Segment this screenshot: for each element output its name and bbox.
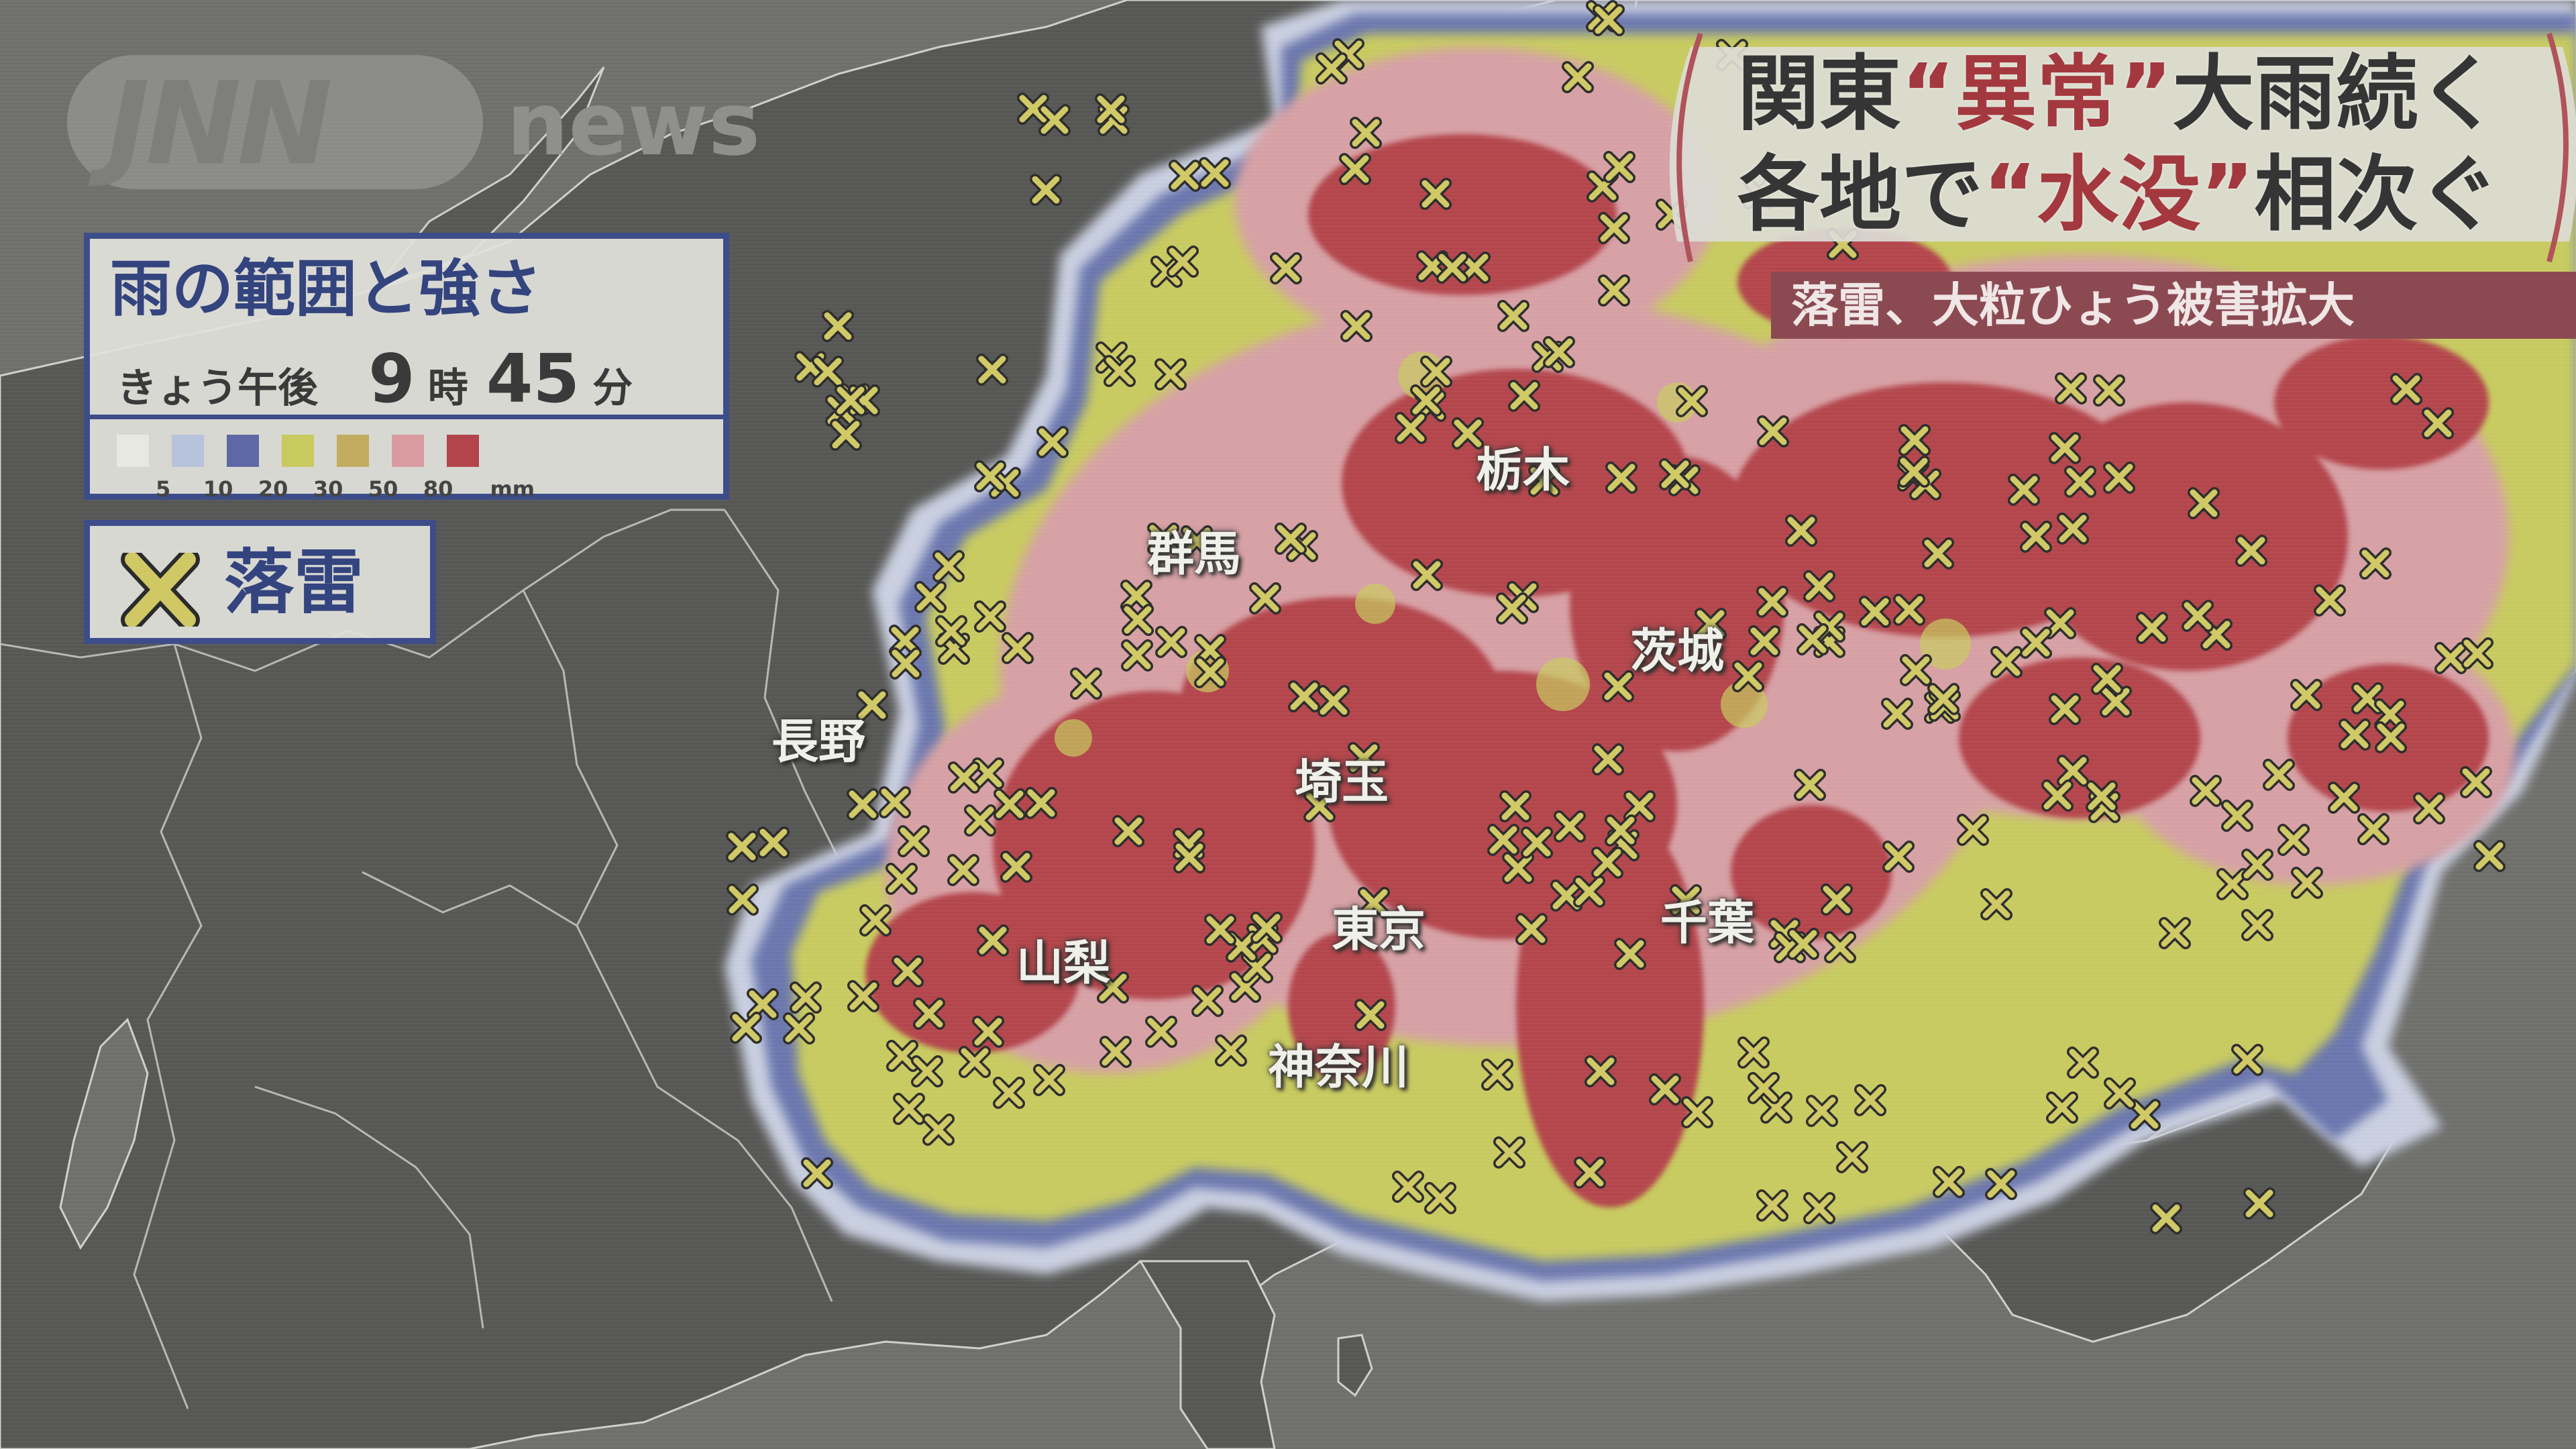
rain-scale-swatch	[227, 435, 259, 467]
lightning-x-icon	[121, 553, 200, 627]
headline-1c: 大雨続く	[2172, 46, 2500, 142]
rain-scale-label: 5	[155, 476, 171, 502]
label-gunma: 群馬	[1147, 526, 1241, 582]
rain-scale-swatch	[117, 435, 149, 467]
time-minute: 45	[486, 339, 580, 418]
headline-line-1: 関東“異常”大雨続く	[1737, 47, 2500, 141]
rain-scale-swatch	[282, 435, 314, 467]
jnn-news-logo: JNN news	[67, 47, 778, 201]
rain-scale-label: 10	[203, 476, 233, 502]
headline-frame	[1669, 32, 2576, 263]
time-hour: 9	[368, 339, 415, 418]
label-kanagawa: 神奈川	[1268, 1039, 1409, 1095]
headline-1a: 関東	[1737, 46, 1901, 142]
headline-1b: “異常”	[1901, 46, 2173, 142]
label-nagano: 長野	[771, 714, 865, 769]
subtitle-text: 落雷、大粒ひょう被害拡大	[1791, 278, 2355, 333]
rain-scale-swatch	[337, 435, 369, 467]
headline-2b: “水没”	[1983, 147, 2255, 242]
headline-line-2: 各地で“水没”相次ぐ	[1737, 148, 2500, 241]
legend-title: 雨の範囲と強さ	[110, 253, 543, 325]
rain-scale-swatch	[447, 435, 479, 467]
time-hour-unit: 時	[427, 365, 468, 412]
rain-scale-label: 30	[313, 476, 343, 502]
rain-scale-swatch	[392, 435, 424, 467]
time-prefix: きょう午後	[117, 365, 318, 412]
label-tokyo: 東京	[1332, 902, 1426, 957]
legend-timestamp: きょう午後 9 時 45 分	[117, 339, 633, 418]
legend-divider	[90, 415, 723, 419]
lightning-legend-panel: 落雷	[84, 520, 436, 644]
rain-scale-label: 80	[423, 476, 453, 502]
rain-scale-label: 50	[368, 476, 398, 502]
headline-2a: 各地で	[1737, 147, 1983, 242]
rain-scale-swatch	[172, 435, 204, 467]
label-ibaraki: 茨城	[1630, 623, 1724, 679]
logo-jnn-text: JNN	[107, 58, 333, 191]
rain-scale: 5 10 20 30 50 80 mm	[117, 435, 707, 502]
headline-panel: 関東“異常”大雨続く 各地で“水没”相次ぐ	[1664, 20, 2576, 268]
rain-scale-label: mm	[490, 476, 535, 502]
rain-scale-label: 20	[258, 476, 288, 502]
lightning-legend-label: 落雷	[224, 541, 364, 623]
logo-news-text: news	[506, 73, 761, 175]
rain-legend-panel: 雨の範囲と強さ きょう午後 9 時 45 分 5 10 20 30 50 80 mm	[84, 233, 729, 502]
logo-pill	[67, 55, 483, 189]
time-minute-unit: 分	[592, 365, 633, 412]
label-saitama: 埼玉	[1295, 754, 1389, 810]
label-chiba: 千葉	[1660, 895, 1754, 951]
subtitle-bar: 落雷、大粒ひょう被害拡大	[1771, 272, 2576, 339]
headline-2c: 相次ぐ	[2254, 147, 2500, 242]
label-yamanashi: 山梨	[1016, 935, 1110, 991]
label-tochigi: 栃木	[1476, 442, 1570, 498]
